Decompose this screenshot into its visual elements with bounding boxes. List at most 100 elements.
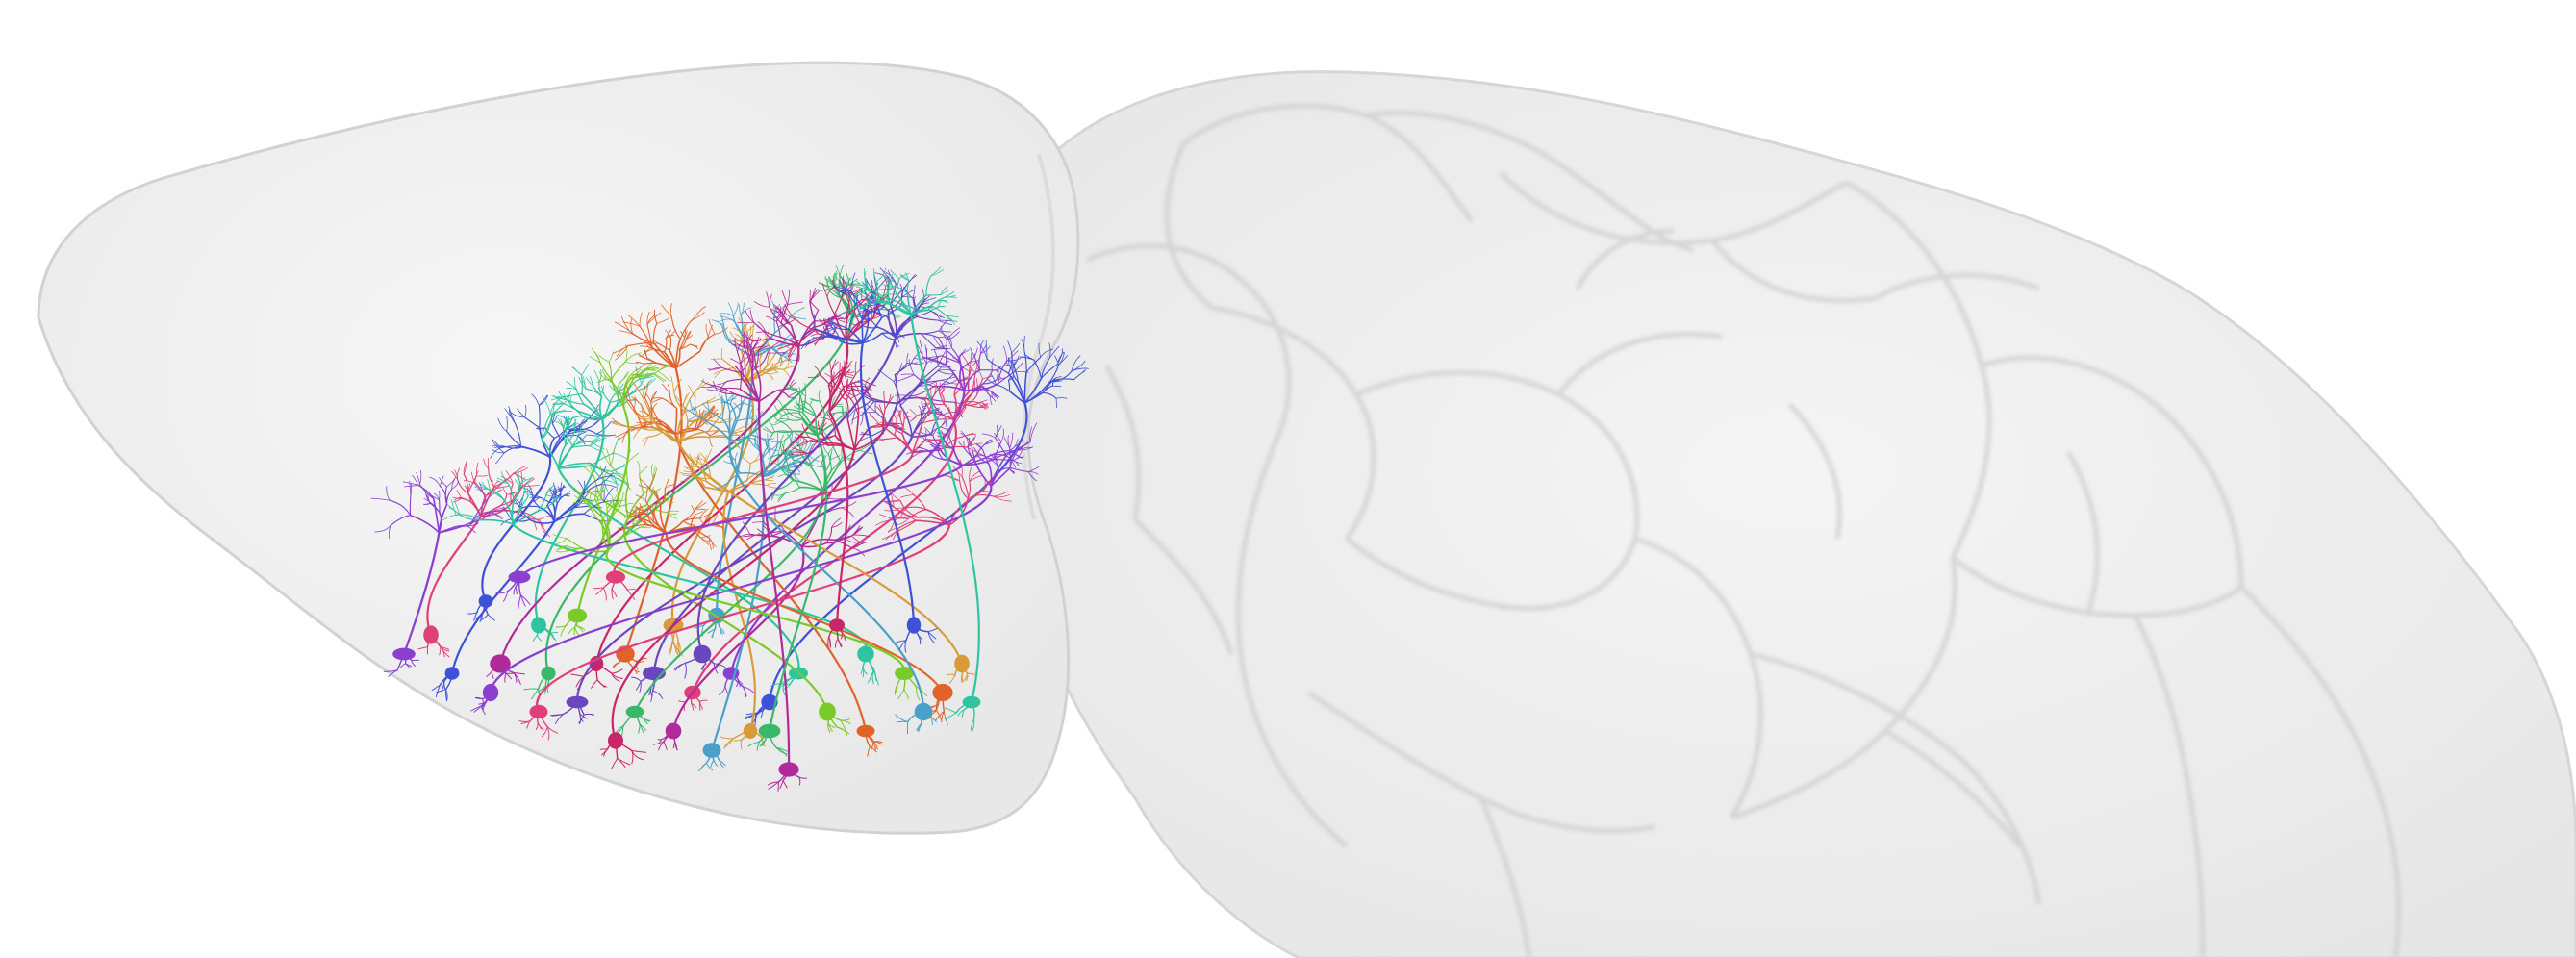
dendrite-branch bbox=[585, 388, 603, 397]
dendrite-branch bbox=[822, 325, 829, 335]
neuron-soma bbox=[490, 654, 511, 673]
dendrite-branch bbox=[777, 399, 784, 410]
dendrite-branch bbox=[690, 400, 695, 415]
dendrite-branch bbox=[963, 441, 967, 451]
dendrite-branch bbox=[642, 381, 644, 397]
dendrite-branch bbox=[714, 370, 722, 379]
dendrite-branch bbox=[814, 339, 820, 345]
dendrite-branch bbox=[707, 366, 722, 370]
dendrite-branch bbox=[451, 477, 456, 490]
dendrite-branch bbox=[911, 386, 935, 397]
dendrite-branch bbox=[990, 395, 997, 402]
dendrite-branch bbox=[625, 352, 642, 363]
dendrite-branch bbox=[967, 672, 975, 675]
dendrite-branch bbox=[388, 669, 398, 677]
dendrite-branch bbox=[916, 722, 922, 731]
dendrite-branch bbox=[418, 484, 435, 500]
dendrite-branch bbox=[981, 386, 993, 392]
dendrite-branch bbox=[809, 397, 813, 406]
dendrite-branch bbox=[830, 370, 833, 389]
neuron-reconstructions bbox=[370, 265, 1089, 792]
dendrite-branch bbox=[828, 636, 831, 647]
dendrite-branch bbox=[755, 416, 759, 425]
dendrite-branch bbox=[728, 434, 751, 441]
dendrite-branch bbox=[1071, 355, 1081, 372]
dendrite-branch bbox=[419, 470, 422, 485]
apical-dendrite bbox=[728, 440, 925, 713]
dendrite-branch bbox=[480, 502, 513, 517]
dendrite-branch bbox=[912, 285, 916, 299]
dendrite-branch bbox=[553, 507, 574, 523]
dendrite-branch bbox=[682, 520, 695, 526]
dendrite-branch bbox=[742, 394, 749, 403]
dendrite-branch bbox=[869, 413, 880, 425]
dendrite-branch bbox=[787, 447, 791, 458]
dendrite-branch bbox=[952, 465, 963, 477]
dendrite-branch bbox=[595, 587, 604, 595]
dendrite-branch bbox=[1055, 397, 1057, 409]
dendrite-branch bbox=[479, 482, 487, 501]
dendrite-branch bbox=[519, 445, 551, 459]
dendrite-branch bbox=[772, 340, 786, 348]
dendrite-branch bbox=[782, 683, 791, 691]
dendrite-branch bbox=[513, 466, 526, 474]
neuron-soma bbox=[857, 645, 874, 663]
dendrite-branch bbox=[649, 505, 668, 513]
dendrite-branch bbox=[879, 267, 891, 281]
dendrite-branch bbox=[608, 351, 615, 363]
dendrite-branch bbox=[940, 290, 949, 295]
dendrite-branch bbox=[922, 418, 945, 424]
dendrite-branch bbox=[851, 384, 856, 397]
dendrite-branch bbox=[651, 511, 654, 522]
dendrite-branch bbox=[701, 385, 716, 389]
dendrite-branch bbox=[1007, 340, 1013, 354]
dendrite-branch bbox=[878, 404, 884, 416]
dendrite-branch bbox=[952, 357, 960, 361]
dendrite-branch bbox=[579, 714, 588, 719]
dendrite-branch bbox=[560, 418, 567, 430]
dendrite-branch bbox=[957, 709, 965, 717]
dendrite-branch bbox=[888, 276, 895, 288]
dendrite-branch bbox=[459, 514, 481, 521]
dendrite-branch bbox=[619, 502, 634, 508]
dendrite-branch bbox=[711, 358, 722, 360]
dendrite-branch bbox=[643, 426, 653, 429]
apical-dendrite bbox=[768, 435, 828, 732]
dendrite-branch bbox=[1008, 375, 1014, 381]
dendrite-branch bbox=[651, 416, 676, 435]
dendrite-branch bbox=[800, 399, 807, 409]
dendrite-branch bbox=[454, 500, 461, 516]
dendrite-branch bbox=[645, 358, 658, 365]
dendrite-branch bbox=[632, 333, 653, 348]
dendrite-branch bbox=[440, 646, 450, 652]
dendrite-branch bbox=[915, 519, 950, 526]
dendrite-branch bbox=[538, 404, 541, 429]
dendrite-branch bbox=[651, 397, 663, 403]
dendrite-branch bbox=[498, 445, 521, 449]
dendrite-branch bbox=[674, 427, 696, 435]
dendrite-branch bbox=[537, 686, 546, 693]
dendrite-branch bbox=[661, 304, 672, 317]
dendrite-branch bbox=[703, 398, 719, 404]
dendrite-branch bbox=[1021, 339, 1025, 353]
dendrite-branch bbox=[985, 340, 988, 360]
dendrite-branch bbox=[801, 417, 819, 437]
dendrite-branch bbox=[814, 366, 821, 376]
dendrite-branch bbox=[721, 394, 723, 413]
dendrite-branch bbox=[895, 328, 902, 335]
dendrite-branch bbox=[566, 387, 577, 391]
dendrite-branch bbox=[664, 338, 668, 353]
dendrite-branch bbox=[575, 675, 584, 688]
dendrite-branch bbox=[776, 388, 791, 391]
dendrite-branch bbox=[470, 511, 491, 523]
dendrite-branch bbox=[699, 762, 707, 771]
dendrite-branch bbox=[740, 356, 750, 365]
dendrite-branch bbox=[945, 315, 955, 325]
dendrite-branch bbox=[642, 347, 651, 356]
dendrite-branch bbox=[966, 672, 969, 681]
dendrite-branch bbox=[570, 673, 584, 677]
dendrite-branch bbox=[848, 288, 863, 296]
dendrite-branch bbox=[921, 333, 939, 339]
dendrite-branch bbox=[990, 373, 997, 386]
